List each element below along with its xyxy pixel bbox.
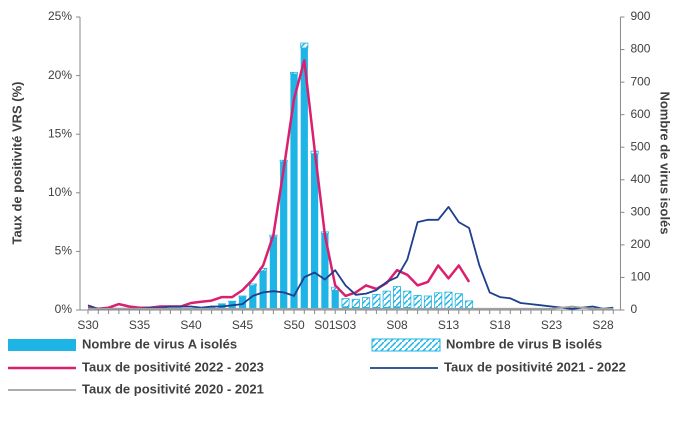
y2-tick-label: 800	[630, 42, 650, 56]
legend-label: Nombre de virus A isolés	[82, 336, 237, 351]
y2-tick-label: 700	[630, 74, 650, 88]
bar	[373, 294, 380, 307]
bar	[435, 293, 442, 309]
legend-label: Nombre de virus B isolés	[446, 336, 602, 351]
x-tick-label: S03	[335, 318, 357, 332]
y-tick-label: 15%	[48, 126, 72, 140]
legend-label: Taux de positivité 2021 - 2022	[444, 359, 626, 374]
bar	[414, 295, 421, 308]
y-tick-label: 5%	[55, 244, 73, 258]
y2-tick-label: 400	[630, 172, 650, 186]
bar	[404, 291, 411, 307]
y-tick-label: 0%	[55, 302, 73, 316]
x-tick-label: S45	[232, 318, 254, 332]
y2-axis-title: Nombre de virus isolés	[658, 91, 673, 234]
x-tick-label: S01	[314, 318, 336, 332]
bar	[239, 296, 246, 297]
x-tick-label: S23	[541, 318, 563, 332]
x-tick-label: S18	[489, 318, 511, 332]
bar	[363, 298, 370, 308]
x-tick-label: S08	[386, 318, 408, 332]
bar	[455, 294, 462, 309]
y2-tick-label: 0	[630, 302, 637, 316]
bar	[352, 299, 359, 307]
legend-label: Taux de positivité 2022 - 2023	[82, 359, 264, 374]
x-tick-label: S40	[180, 318, 202, 332]
y-tick-label: 25%	[48, 9, 72, 23]
bar	[424, 296, 431, 308]
x-tick-label: S35	[129, 318, 151, 332]
bar	[290, 72, 297, 74]
y2-tick-label: 500	[630, 139, 650, 153]
x-tick-label: S13	[438, 318, 460, 332]
y2-tick-label: 100	[630, 270, 650, 284]
x-tick-label: S28	[592, 318, 614, 332]
x-tick-label: S50	[283, 318, 305, 332]
bar	[393, 287, 400, 307]
bar	[260, 271, 267, 310]
bar	[332, 290, 339, 310]
bar	[229, 301, 236, 302]
bar	[270, 237, 277, 310]
legend-swatch	[372, 339, 440, 351]
bar	[466, 301, 473, 309]
bar	[301, 43, 308, 48]
y-tick-label: 20%	[48, 68, 72, 82]
y2-tick-label: 300	[630, 205, 650, 219]
legend-label: Taux de positivité 2020 - 2021	[82, 381, 264, 396]
x-tick-label: S30	[77, 318, 99, 332]
bar	[445, 292, 452, 308]
legend-swatch	[8, 339, 76, 351]
y-tick-label: 10%	[48, 185, 72, 199]
bar	[249, 284, 256, 286]
y-axis-title: Taux de positivité VRS (%)	[9, 81, 24, 244]
bar	[342, 299, 349, 307]
y2-tick-label: 600	[630, 107, 650, 121]
line	[88, 60, 469, 308]
bar	[383, 291, 390, 307]
y2-tick-label: 200	[630, 237, 650, 251]
y2-tick-label: 900	[630, 9, 650, 23]
